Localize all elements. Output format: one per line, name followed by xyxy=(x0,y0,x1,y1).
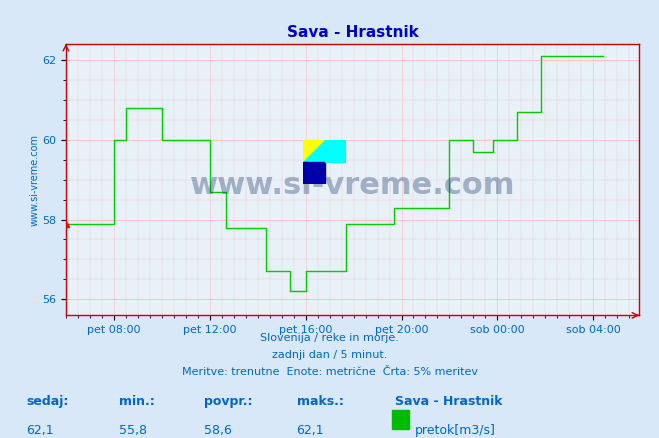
Text: www.si-vreme.com: www.si-vreme.com xyxy=(190,170,515,200)
Title: Sava - Hrastnik: Sava - Hrastnik xyxy=(287,25,418,40)
Polygon shape xyxy=(303,162,325,184)
Text: pretok[m3/s]: pretok[m3/s] xyxy=(415,424,496,437)
Polygon shape xyxy=(325,140,346,162)
Text: Meritve: trenutne  Enote: metrične  Črta: 5% meritev: Meritve: trenutne Enote: metrične Črta: … xyxy=(181,367,478,377)
Polygon shape xyxy=(303,140,325,162)
Text: 62,1: 62,1 xyxy=(297,424,324,437)
Polygon shape xyxy=(303,140,325,162)
Bar xyxy=(392,410,409,429)
Text: 55,8: 55,8 xyxy=(119,424,146,437)
Text: Slovenija / reke in morje.: Slovenija / reke in morje. xyxy=(260,333,399,343)
Text: min.:: min.: xyxy=(119,395,154,408)
Text: 58,6: 58,6 xyxy=(204,424,232,437)
Text: zadnji dan / 5 minut.: zadnji dan / 5 minut. xyxy=(272,350,387,360)
Text: Sava - Hrastnik: Sava - Hrastnik xyxy=(395,395,503,408)
Text: 62,1: 62,1 xyxy=(26,424,54,437)
Text: maks.:: maks.: xyxy=(297,395,343,408)
Text: povpr.:: povpr.: xyxy=(204,395,253,408)
Y-axis label: www.si-vreme.com: www.si-vreme.com xyxy=(29,134,40,226)
Text: sedaj:: sedaj: xyxy=(26,395,69,408)
